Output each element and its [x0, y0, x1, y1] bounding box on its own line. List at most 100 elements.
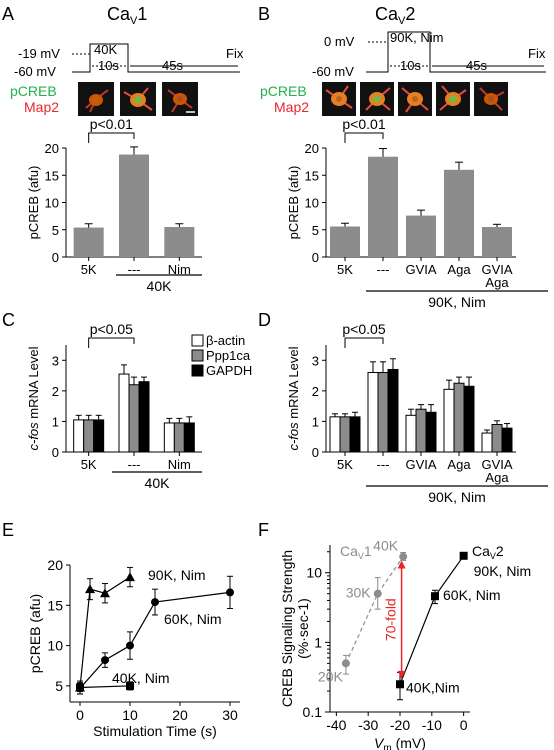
bar: [425, 411, 437, 453]
bar: [93, 419, 105, 453]
panel-letter-f: F: [258, 520, 269, 540]
group-label: 90K, Nim: [428, 489, 486, 505]
bar: [415, 408, 427, 453]
data-point: [341, 659, 350, 668]
bar: [128, 384, 140, 453]
svg-text:GAPDH: GAPDH: [206, 363, 252, 378]
significance-bracket: [88, 132, 135, 143]
y-tick-label: 20: [305, 141, 319, 156]
x-tick-label: Nim: [168, 457, 191, 472]
point-label: 20K: [318, 668, 344, 684]
y-tick-label: 5: [55, 678, 63, 694]
micrograph: [78, 82, 114, 116]
x-tick-label: GVIA: [405, 262, 436, 277]
y-tick-label: 10: [45, 196, 59, 211]
y-axis-label: pCREB (afu): [286, 166, 301, 240]
y-axis-label: pCREB (afu): [27, 594, 43, 673]
point-label: 30K: [346, 585, 372, 601]
svg-text:Ppp1ca: Ppp1ca: [206, 348, 251, 363]
stain-label-map2-a: Map2: [24, 99, 59, 115]
data-point: [373, 589, 382, 598]
x-axis-label: Vm (mV): [374, 735, 426, 750]
bar: [183, 422, 195, 453]
point-label: 90K, Nim: [474, 563, 532, 579]
bar: [481, 432, 493, 453]
bar: [119, 154, 149, 257]
svg-text:40K: 40K: [94, 42, 117, 57]
x-tick-label: ---: [128, 262, 141, 277]
panel-letter-c: C: [2, 310, 15, 330]
data-point: [126, 641, 134, 650]
y-axis-label: c-fos mRNA Level: [286, 346, 301, 450]
x-tick-label: 30: [222, 707, 238, 723]
data-point: [100, 588, 110, 598]
bar: [163, 422, 175, 453]
x-tick-label: 5K: [337, 457, 353, 472]
series-line: [79, 576, 131, 688]
legend-item: GAPDH: [191, 363, 252, 378]
title-a: CaV1: [107, 4, 147, 27]
micrograph: [322, 82, 356, 116]
y-tick-label: 10: [47, 638, 63, 654]
bar: [444, 169, 474, 257]
series-line: [79, 685, 131, 689]
series-line: [345, 556, 404, 664]
bar: [73, 227, 104, 257]
micrograph: [360, 82, 394, 116]
fold-annotation: 70-fold: [383, 598, 399, 641]
protocol-a: -19 mV -60 mV 40K 10s 45s Fix: [14, 42, 244, 79]
bar: [329, 416, 341, 453]
x-tick-label: 10: [122, 707, 138, 723]
svg-text:-60 mV: -60 mV: [14, 64, 56, 79]
micrograph: [162, 82, 198, 116]
bar: [330, 226, 360, 257]
micrograph: [398, 82, 432, 116]
series-name: CaV1: [340, 543, 372, 561]
series-label: 60K, Nim: [164, 611, 222, 627]
group-label: 90K, Nim: [428, 294, 486, 310]
x-tick-label: -10: [422, 717, 442, 733]
panel-letter-a: A: [2, 4, 14, 24]
series-label: 40K, Nim: [112, 670, 170, 686]
bar: [482, 227, 512, 257]
y-tick-label: 0: [52, 250, 59, 265]
x-tick-label: Aga: [447, 457, 471, 472]
significance-bracket: [344, 132, 384, 143]
bar: [405, 414, 417, 453]
x-tick-label: 0: [76, 707, 84, 723]
y-tick-label: 10: [306, 565, 322, 581]
y-tick-label: 0.1: [303, 704, 323, 720]
x-tick-label: 5K: [81, 457, 97, 472]
x-tick-label: 0: [460, 717, 468, 733]
bar: [368, 156, 398, 257]
bar: [463, 385, 475, 453]
x-tick-label: Aga: [485, 470, 509, 485]
x-tick-label: GVIA: [481, 457, 512, 472]
significance-bracket: [344, 337, 384, 348]
y-tick-label: 2: [312, 384, 319, 399]
x-tick-label: -30: [358, 717, 378, 733]
line-chart-e: 5 10 15 20 0 10 20 30 Stimulation Time (s) pCREB …: [27, 557, 240, 739]
x-tick-label: ---: [377, 457, 390, 472]
y-tick-label: 0: [312, 250, 319, 265]
y-tick-label: 10: [305, 196, 319, 211]
y-tick-label: 5: [52, 223, 59, 238]
x-tick-label: Aga: [485, 275, 509, 290]
data-point: [226, 588, 234, 597]
point-label: 40K,Nim: [406, 679, 460, 695]
title-b: CaV2: [375, 4, 415, 27]
x-tick-label: Aga: [447, 262, 471, 277]
bar: [491, 423, 503, 453]
svg-text:0 mV: 0 mV: [324, 34, 355, 49]
p-value: p<0.05: [342, 321, 385, 337]
bar: [387, 368, 399, 453]
data-point: [85, 584, 95, 594]
p-value: p<0.01: [342, 116, 385, 132]
svg-text:Fix: Fix: [226, 46, 244, 61]
x-tick-label: 5K: [81, 262, 97, 277]
x-axis-label: Stimulation Time (s): [93, 723, 217, 739]
data-point: [459, 551, 468, 560]
